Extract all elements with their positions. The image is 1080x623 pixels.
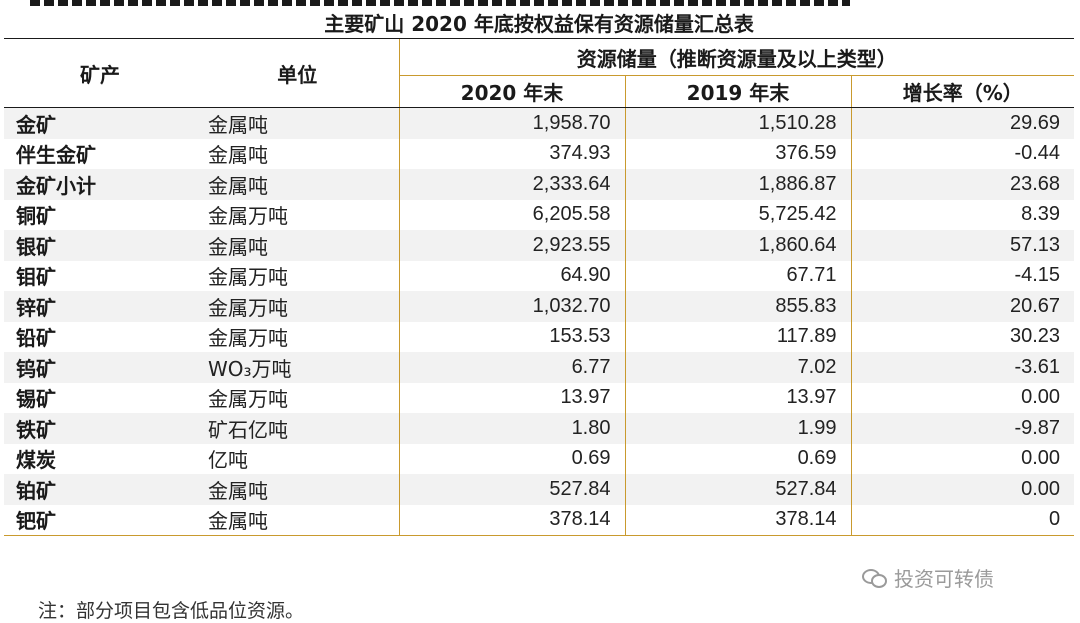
watermark: 投资可转债 <box>862 565 1052 591</box>
product-cell: 钯矿 <box>4 504 196 536</box>
value-2020-cell: 153.53 <box>398 321 625 352</box>
unit-cell: 金属吨 <box>196 169 399 200</box>
table-row: 钼矿 金属万吨 64.90 67.71 -4.15 <box>4 260 1075 291</box>
value-2019-cell: 1.99 <box>624 413 851 444</box>
value-2019-cell: 527.84 <box>624 474 851 505</box>
product-cell: 锡矿 <box>4 382 196 413</box>
table-row: 锌矿 金属万吨 1,032.70 855.83 20.67 <box>4 291 1075 322</box>
value-2020-cell: 374.93 <box>398 138 625 169</box>
value-2019-cell: 855.83 <box>624 291 851 322</box>
unit-cell: WO₃万吨 <box>196 352 399 383</box>
value-2019-cell: 1,510.28 <box>624 107 851 139</box>
value-2020-cell: 527.84 <box>398 474 625 505</box>
value-2019-cell: 378.14 <box>624 504 851 536</box>
unit-cell: 亿吨 <box>196 443 399 474</box>
product-cell: 锌矿 <box>4 291 196 322</box>
product-cell: 银矿 <box>4 230 196 261</box>
growth-cell: -0.44 <box>850 138 1075 169</box>
value-2019-cell: 0.69 <box>624 443 851 474</box>
product-cell: 煤炭 <box>4 443 196 474</box>
product-cell: 铂矿 <box>4 474 196 505</box>
header-unit: 单位 <box>196 38 399 108</box>
growth-cell: 0.00 <box>850 443 1075 474</box>
value-2019-cell: 5,725.42 <box>624 199 851 230</box>
unit-cell: 金属吨 <box>196 230 399 261</box>
header-reserve-group: 资源储量（推断资源量及以上类型） <box>398 38 1075 76</box>
growth-cell: 20.67 <box>850 291 1075 322</box>
unit-cell: 金属万吨 <box>196 199 399 230</box>
table-row: 金矿小计 金属吨 2,333.64 1,886.87 23.68 <box>4 169 1075 200</box>
product-cell: 金矿小计 <box>4 169 196 200</box>
value-2019-cell: 117.89 <box>624 321 851 352</box>
product-cell: 钼矿 <box>4 260 196 291</box>
unit-cell: 矿石亿吨 <box>196 413 399 444</box>
product-cell: 钨矿 <box>4 352 196 383</box>
value-2020-cell: 13.97 <box>398 382 625 413</box>
table-row: 伴生金矿 金属吨 374.93 376.59 -0.44 <box>4 138 1075 169</box>
value-2019-cell: 7.02 <box>624 352 851 383</box>
value-2020-cell: 2,923.55 <box>398 230 625 261</box>
growth-cell: 57.13 <box>850 230 1075 261</box>
reserves-table: 主要矿山 2020 年底按权益保有资源储量汇总表 矿产 单位 资源储量（推断资源… <box>4 6 1075 536</box>
table-title: 主要矿山 2020 年底按权益保有资源储量汇总表 <box>4 6 1075 39</box>
watermark-text: 投资可转债 <box>894 566 994 591</box>
wechat-icon <box>862 567 888 588</box>
table-row: 煤炭 亿吨 0.69 0.69 0.00 <box>4 443 1075 474</box>
value-2019-cell: 1,860.64 <box>624 230 851 261</box>
value-2020-cell: 1.80 <box>398 413 625 444</box>
footnote: 注：部分项目包含低品位资源。 <box>38 600 305 622</box>
table-row: 银矿 金属吨 2,923.55 1,860.64 57.13 <box>4 230 1075 261</box>
product-cell: 金矿 <box>4 107 196 139</box>
value-2019-cell: 376.59 <box>624 138 851 169</box>
value-2020-cell: 378.14 <box>398 504 625 536</box>
value-2019-cell: 1,886.87 <box>624 169 851 200</box>
value-2020-cell: 6.77 <box>398 352 625 383</box>
table-row: 铅矿 金属万吨 153.53 117.89 30.23 <box>4 321 1075 352</box>
value-2020-cell: 1,032.70 <box>398 291 625 322</box>
growth-cell: -3.61 <box>850 352 1075 383</box>
unit-cell: 金属万吨 <box>196 260 399 291</box>
product-cell: 铁矿 <box>4 413 196 444</box>
unit-cell: 金属吨 <box>196 138 399 169</box>
header-growth: 增长率（%） <box>850 75 1075 108</box>
growth-cell: -4.15 <box>850 260 1075 291</box>
growth-cell: 0.00 <box>850 474 1075 505</box>
table-row: 铜矿 金属万吨 6,205.58 5,725.42 8.39 <box>4 199 1075 230</box>
product-cell: 铅矿 <box>4 321 196 352</box>
product-cell: 伴生金矿 <box>4 138 196 169</box>
product-cell: 铜矿 <box>4 199 196 230</box>
value-2020-cell: 0.69 <box>398 443 625 474</box>
growth-cell: 23.68 <box>850 169 1075 200</box>
growth-cell: 0 <box>850 504 1075 536</box>
table-row: 铂矿 金属吨 527.84 527.84 0.00 <box>4 474 1075 505</box>
value-2020-cell: 6,205.58 <box>398 199 625 230</box>
header-product: 矿产 <box>4 38 196 108</box>
growth-cell: -9.87 <box>850 413 1075 444</box>
cropped-previous-line <box>0 0 1080 6</box>
unit-cell: 金属万吨 <box>196 321 399 352</box>
value-2020-cell: 2,333.64 <box>398 169 625 200</box>
table-row: 钯矿 金属吨 378.14 378.14 0 <box>4 504 1075 536</box>
table-row: 铁矿 矿石亿吨 1.80 1.99 -9.87 <box>4 413 1075 444</box>
table-row: 锡矿 金属万吨 13.97 13.97 0.00 <box>4 382 1075 413</box>
value-2020-cell: 1,958.70 <box>398 107 625 139</box>
growth-cell: 0.00 <box>850 382 1075 413</box>
unit-cell: 金属万吨 <box>196 291 399 322</box>
growth-cell: 30.23 <box>850 321 1075 352</box>
growth-cell: 29.69 <box>850 107 1075 139</box>
value-2019-cell: 67.71 <box>624 260 851 291</box>
unit-cell: 金属吨 <box>196 107 399 139</box>
value-2020-cell: 64.90 <box>398 260 625 291</box>
unit-cell: 金属吨 <box>196 474 399 505</box>
unit-cell: 金属万吨 <box>196 382 399 413</box>
table-row: 金矿 金属吨 1,958.70 1,510.28 29.69 <box>4 107 1075 139</box>
growth-cell: 8.39 <box>850 199 1075 230</box>
value-2019-cell: 13.97 <box>624 382 851 413</box>
header-2020: 2020 年末 <box>398 75 625 108</box>
table-row: 钨矿 WO₃万吨 6.77 7.02 -3.61 <box>4 352 1075 383</box>
header-2019: 2019 年末 <box>624 75 851 108</box>
unit-cell: 金属吨 <box>196 504 399 536</box>
